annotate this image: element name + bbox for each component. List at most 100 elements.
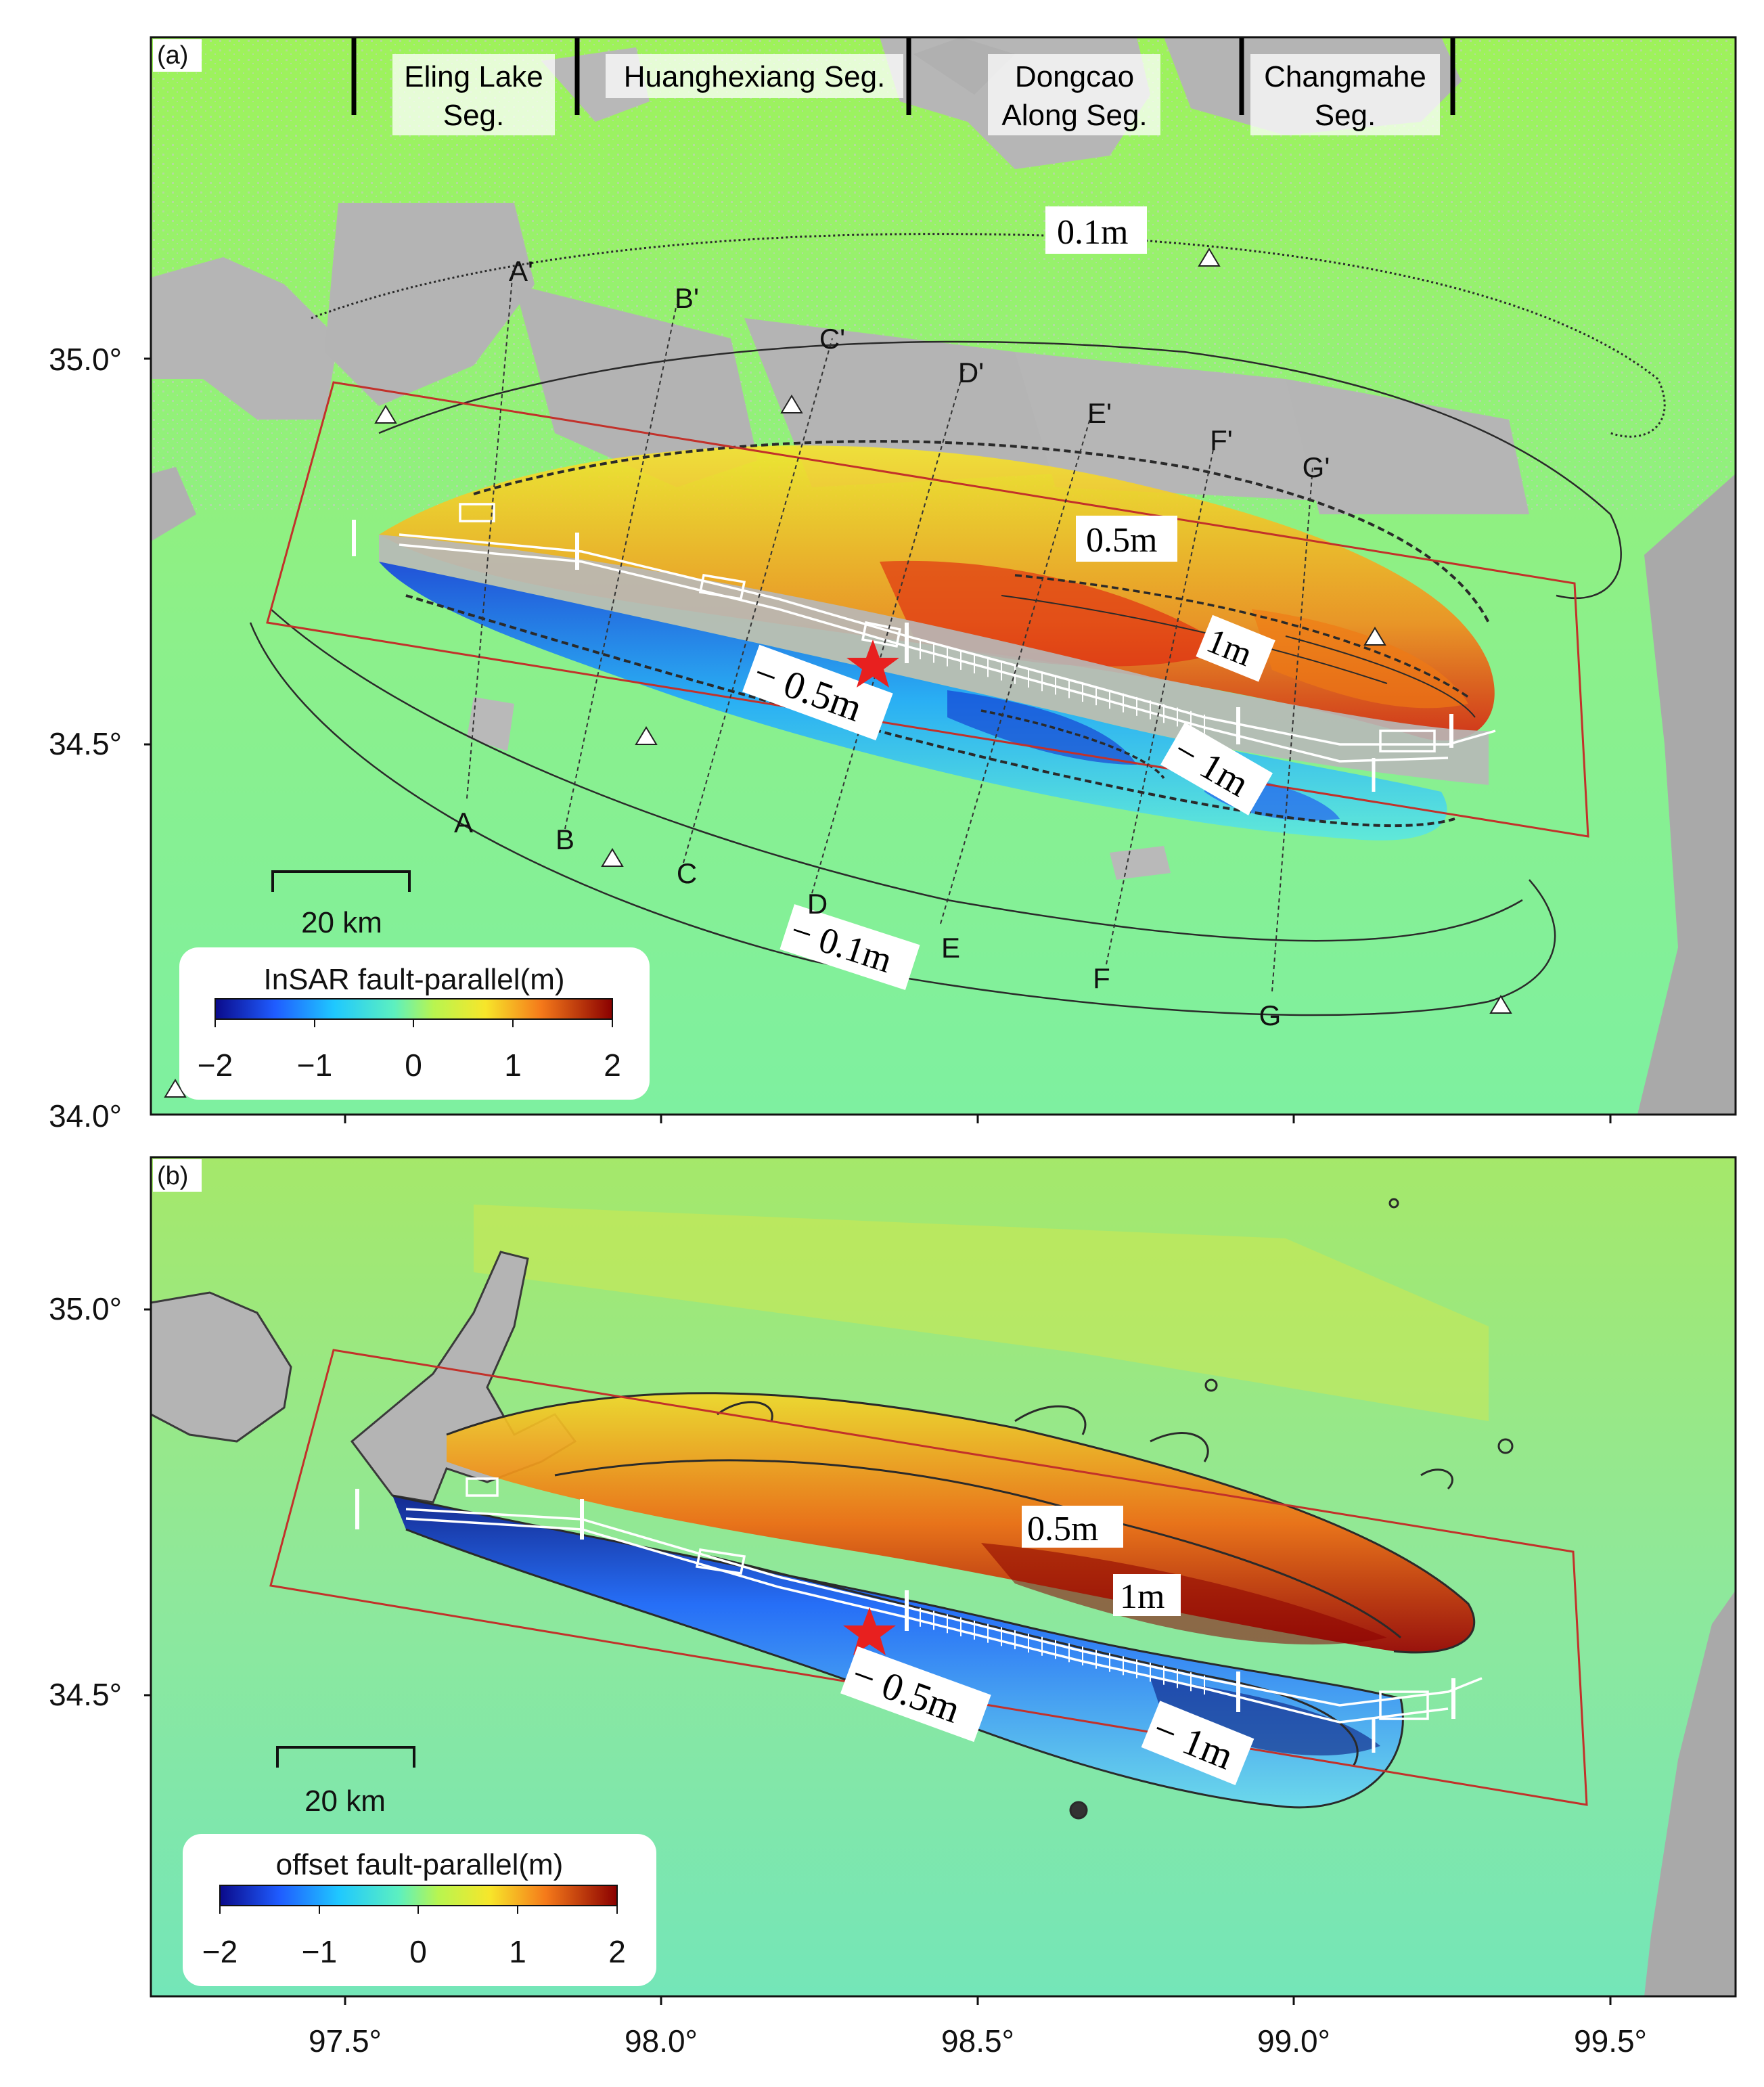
contour-neg-0.5m — [405, 594, 1455, 828]
panel-label-bg — [153, 39, 202, 72]
contour-blob — [1204, 1378, 1218, 1392]
colorbar-tick: 2 — [604, 1048, 621, 1083]
profile-line-A — [466, 270, 514, 799]
contour-neg-mid — [270, 608, 1523, 942]
topo-patch-east — [1644, 1590, 1736, 1996]
contour-blob — [1388, 1198, 1399, 1209]
colorbar-a: InSAR fault-parallel(m) −2 −1 0 1 2 — [179, 947, 650, 1100]
profile-line-D — [811, 368, 965, 894]
contour-label-bg — [1022, 1506, 1123, 1548]
rupture-line-parallel — [399, 543, 1449, 763]
offset-yellow-haze — [474, 1205, 1489, 1421]
contour-neg-0.1m — [249, 622, 1556, 1016]
profile-start-D: D — [807, 888, 828, 920]
contour-label-0.5m: 0.5m — [1086, 521, 1157, 560]
profile-start-C: C — [677, 857, 697, 889]
fault-model-box — [269, 1349, 1588, 1806]
gps-stations — [164, 248, 1512, 1098]
profile-end-E: E' — [1087, 397, 1112, 429]
profile-start-E: E — [941, 932, 960, 964]
rupture-boxes — [459, 503, 1436, 753]
topo-patch — [1110, 846, 1171, 880]
contour-0.5m — [473, 440, 1490, 623]
scale-bar-a: 20 km — [271, 870, 411, 939]
colorbar-tick: 0 — [405, 1048, 422, 1083]
contour-blob — [1497, 1438, 1514, 1454]
lat-tick-label: 35.0° — [49, 342, 122, 377]
profile-start-F: F — [1093, 962, 1110, 994]
segment-label-changmahe-1: Changmahe — [1264, 60, 1426, 93]
profile-line-E — [940, 409, 1093, 924]
segment-labels: Eling Lake Seg. Huanghexiang Seg. Dongca… — [392, 54, 1440, 135]
panel-b-label: (b) — [157, 1162, 188, 1190]
profile-letters: A B C D E F G A' B' C' D' E' F' G' — [454, 255, 1330, 1031]
colorbar-tick: 0 — [409, 1934, 427, 1969]
contour-0.5m — [446, 1392, 1476, 1654]
contour-label-bg — [840, 1646, 991, 1743]
profile-end-B: B' — [675, 282, 699, 314]
profile-end-A: A' — [509, 255, 533, 287]
contours-b — [392, 1198, 1514, 1820]
colorbar-tick: −2 — [202, 1934, 238, 1969]
colorbar-frame — [179, 947, 650, 1100]
lon-axis: 97.5° 98.0° 98.5° 99.0° 99.5° — [309, 2023, 1647, 2059]
topo-patch — [325, 203, 535, 406]
lon-tick-label: 99.5° — [1574, 2023, 1647, 2059]
colorbar-tick: 2 — [608, 1934, 626, 1969]
profile-lines — [466, 270, 1313, 992]
profile-end-C: C' — [819, 323, 845, 355]
gps-station-triangle-icon — [635, 726, 658, 745]
contour-label-bg — [1045, 206, 1147, 254]
scale-bar-label: 20 km — [304, 1785, 386, 1818]
lon-tick-label: 97.5° — [309, 2023, 382, 2059]
colorbar-tick: 1 — [509, 1934, 526, 1969]
segment-label-dongcao-1: Dongcao — [1015, 60, 1134, 93]
panel-label-bg — [153, 1159, 202, 1192]
panel-a-ticks — [144, 357, 1612, 1123]
segment-label-changmahe-2: Seg. — [1315, 99, 1376, 132]
contour-label-0.5m: 0.5m — [1027, 1510, 1098, 1548]
profile-end-D: D' — [958, 357, 984, 388]
gps-station-triangle-icon — [1363, 627, 1386, 646]
contour-label-bg — [1113, 1574, 1181, 1616]
panel-b-ticks — [144, 1308, 1612, 2005]
lon-tick-label: 98.0° — [625, 2023, 698, 2059]
segment-label-eling-1: Eling Lake — [404, 60, 543, 93]
contour-label-0.1m: 0.1m — [1057, 213, 1128, 252]
segment-label-huanghexiang: Huanghexiang Seg. — [624, 60, 886, 93]
topo-patch — [913, 37, 1015, 95]
contour-label-bg — [779, 904, 920, 991]
contour-label-bg — [1160, 722, 1273, 815]
contour-label-1m: 1m — [1120, 1577, 1164, 1616]
segment-label-dongcao-2: Along Seg. — [1001, 99, 1147, 132]
segment-label-bg — [392, 54, 555, 135]
scale-bar-b: 20 km — [276, 1746, 415, 1818]
contour-blob — [1069, 1801, 1088, 1820]
negative-core — [947, 690, 1137, 765]
segment-label-eling-2: Seg. — [443, 99, 505, 132]
lat-axis-b: 35.0° 34.5° — [49, 1291, 122, 1712]
gps-station-triangle-icon — [374, 405, 397, 424]
segment-label-bg — [988, 54, 1160, 135]
topo-patch — [1015, 352, 1319, 501]
topo-patch-east — [1637, 474, 1736, 1115]
topo-patch — [1286, 379, 1529, 514]
negative-core — [1150, 1678, 1380, 1756]
profile-line-B — [564, 304, 677, 830]
colorbar-tick: −2 — [198, 1048, 233, 1083]
epicenter-star-icon — [846, 639, 899, 688]
gps-station-triangle-icon — [164, 1079, 187, 1098]
topo-patch — [151, 257, 338, 420]
profile-start-G: G — [1259, 1000, 1282, 1031]
gps-station-triangle-icon — [1198, 248, 1221, 267]
topo-patch — [151, 467, 196, 541]
contours — [249, 233, 1666, 1016]
colorbar-b: offset fault-parallel(m) −2 −1 0 1 2 — [183, 1834, 656, 1986]
contour-neg-1m — [710, 1555, 1359, 1767]
panel-b-map: 0.5m 1m − 0.5m − 1m 20 km o — [151, 1157, 1736, 1996]
colorbar-tick: −1 — [297, 1048, 332, 1083]
colorbar-gradient — [219, 1885, 618, 1906]
profile-line-C — [683, 338, 833, 863]
topo-patch — [514, 284, 758, 487]
lon-tick-label: 98.5° — [941, 2023, 1014, 2059]
